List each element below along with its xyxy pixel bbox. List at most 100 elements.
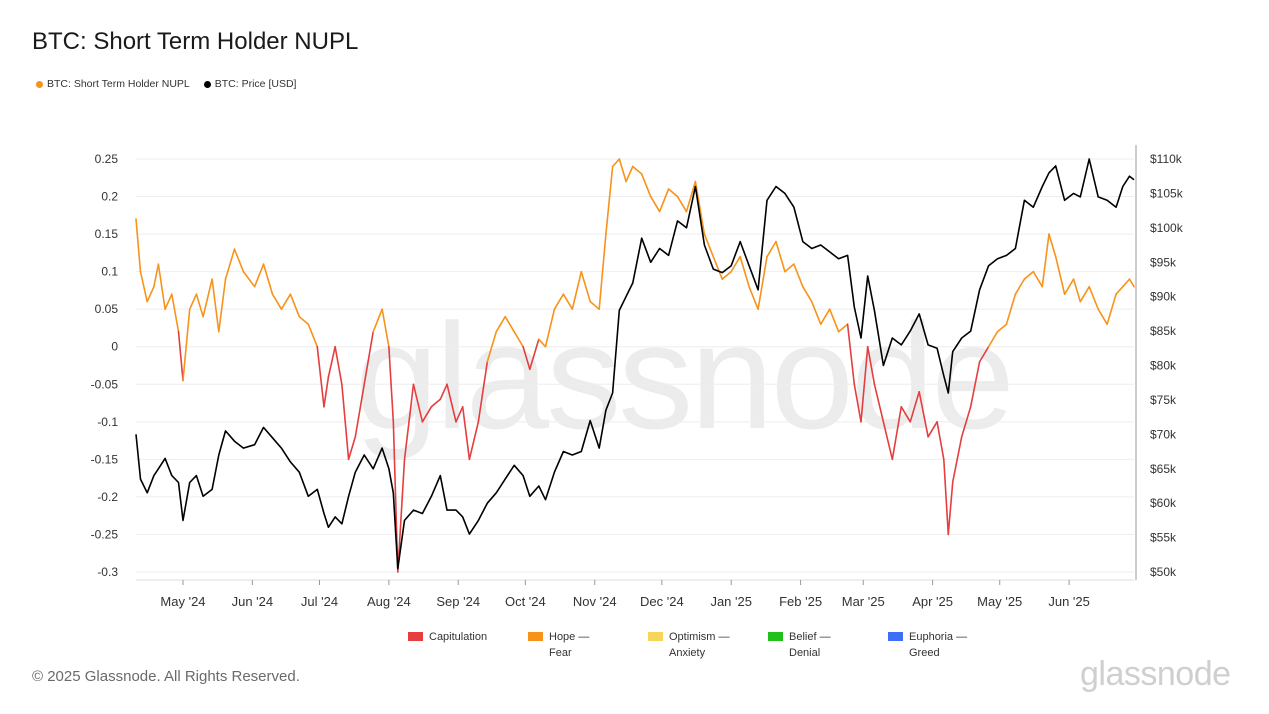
nupl-line-segment <box>177 330 184 382</box>
nupl-line-segment <box>188 293 198 310</box>
nupl-line-segment <box>153 263 160 288</box>
legend-label-price: BTC: Price [USD] <box>214 78 297 90</box>
nupl-line-segment <box>1048 233 1057 258</box>
nupl-line-segment <box>685 180 697 213</box>
nupl-line-segment <box>618 158 627 183</box>
y-right-tick-label: $60k <box>1150 496 1177 510</box>
band-capitulation[interactable]: Capitulation <box>408 629 514 661</box>
nupl-line-segment <box>157 263 166 310</box>
nupl-line-segment <box>918 390 929 438</box>
nupl-line-segment <box>909 390 920 423</box>
y-left-tick-label: 0.1 <box>101 265 118 279</box>
y-left-tick-label: -0.25 <box>91 527 119 541</box>
band-label-belief-denial: Belief — Denial <box>789 631 831 659</box>
nupl-line-segment <box>262 263 274 295</box>
nupl-line-segment <box>233 248 245 273</box>
nupl-line-segment <box>936 421 945 461</box>
x-tick-label: Aug '24 <box>367 594 411 609</box>
y-right-tick-label: $80k <box>1150 359 1177 373</box>
nupl-line-segment <box>1122 278 1131 288</box>
nupl-line-segment <box>562 293 574 310</box>
nupl-line-segment <box>853 383 862 423</box>
nupl-line-segment <box>1079 285 1091 303</box>
nupl-line-segment <box>224 248 236 280</box>
nupl-line-segment <box>323 375 330 408</box>
x-tick-label: Nov '24 <box>573 594 617 609</box>
x-tick-label: Oct '24 <box>505 594 546 609</box>
nupl-line-segment <box>504 315 515 333</box>
nupl-line-segment <box>694 180 706 235</box>
nupl-line-segment <box>766 240 777 258</box>
nupl-line-segment <box>676 195 688 213</box>
band-euphoria-greed[interactable]: Euphoria — Greed <box>888 629 994 661</box>
nupl-line-segment <box>1097 308 1108 326</box>
nupl-line-segment <box>748 285 759 310</box>
nupl-line-segment <box>987 330 999 348</box>
x-tick-label: Jun '25 <box>1048 594 1090 609</box>
legend-item-price[interactable]: BTC: Price [USD] <box>203 78 297 90</box>
chart-title: BTC: Short Term Holder NUPL <box>32 28 359 55</box>
nupl-line-segment <box>495 315 507 333</box>
nupl-line-segment <box>412 383 424 423</box>
y-left-tick-label: 0.2 <box>101 190 118 204</box>
nupl-line-segment <box>421 405 433 423</box>
legend-label-nupl: BTC: Short Term Holder NUPL <box>47 78 190 90</box>
band-optimism-anxiety[interactable]: Optimism — Anxiety <box>648 629 754 661</box>
nupl-line-segment <box>873 383 885 423</box>
nupl-line-segment <box>363 330 374 386</box>
nupl-line-segment <box>513 330 524 348</box>
band-belief-denial[interactable]: Belief — Denial <box>768 629 874 661</box>
nupl-line-segment <box>960 405 972 438</box>
nupl-line-segment <box>164 293 173 310</box>
band-label-optimism-anxiety: Optimism — Anxiety <box>669 631 730 659</box>
band-swatch-hope-fear <box>528 632 543 641</box>
x-tick-label: May '24 <box>160 594 205 609</box>
y-left-tick-label: -0.15 <box>91 452 119 466</box>
nupl-line-segment <box>978 345 990 363</box>
nupl-line-segment <box>996 323 1008 333</box>
nupl-line-segment <box>341 383 350 461</box>
nupl-line-segment <box>1005 293 1017 326</box>
nupl-line-segment <box>372 308 383 333</box>
nupl-line-segment <box>195 293 204 318</box>
nupl-line-segment <box>1014 278 1026 295</box>
nupl-line-segment <box>182 308 191 382</box>
y-right-tick-label: $55k <box>1150 531 1177 545</box>
nupl-line-segment <box>217 278 227 333</box>
nupl-line-segment <box>347 436 357 461</box>
nupl-line-segment <box>721 270 733 280</box>
band-hope-fear[interactable]: Hope — Fear <box>528 629 634 661</box>
y-right-tick-label: $70k <box>1150 427 1177 441</box>
y-left-tick-label: 0.25 <box>95 152 119 166</box>
y-right-tick-label: $110k <box>1150 152 1183 166</box>
y-right-tick-label: $95k <box>1150 255 1177 269</box>
y-right-tick-label: $75k <box>1150 393 1177 407</box>
nupl-line-segment <box>1088 285 1099 310</box>
x-tick-label: Apr '25 <box>912 594 953 609</box>
nupl-line-segment <box>1063 278 1075 295</box>
nupl-line-segment <box>553 293 565 310</box>
nupl-line-segment <box>316 345 325 408</box>
nupl-line-segment <box>334 345 343 386</box>
band-label-capitulation: Capitulation <box>429 631 488 643</box>
nupl-line-segment <box>947 481 954 536</box>
legend-item-nupl[interactable]: BTC: Short Term Holder NUPL <box>36 78 190 90</box>
nupl-line-segment <box>640 173 652 198</box>
nupl-line-segment <box>1115 285 1124 295</box>
nupl-line-segment <box>298 315 310 326</box>
y-right-tick-label: $65k <box>1150 462 1177 476</box>
nupl-line-segment <box>802 285 813 303</box>
nupl-line-segment <box>1072 278 1082 303</box>
nupl-line-segment <box>171 293 180 333</box>
x-tick-label: Feb '25 <box>779 594 822 609</box>
nupl-line-segment <box>819 308 831 326</box>
nupl-line-segment <box>544 308 556 348</box>
nupl-line-segment <box>866 345 876 386</box>
nupl-line-segment <box>900 405 912 423</box>
y-right-tick-label: $90k <box>1150 290 1177 304</box>
nupl-line-segment <box>529 338 540 371</box>
y-left-tick-label: -0.1 <box>97 415 118 429</box>
band-swatch-capitulation <box>408 632 423 641</box>
nupl-line-segment <box>280 293 292 310</box>
